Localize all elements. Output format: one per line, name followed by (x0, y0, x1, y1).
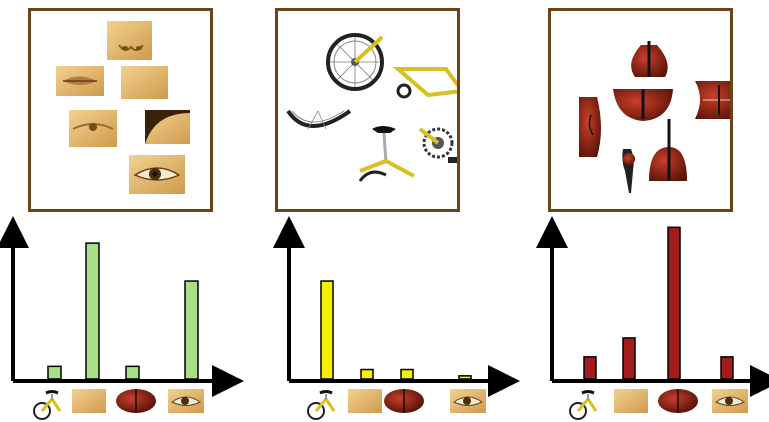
hair-edge-patch (145, 110, 190, 144)
waist-patch (622, 149, 635, 193)
cheek-eye-patch (69, 110, 117, 147)
eye-icon (450, 389, 486, 413)
eye-icon (712, 389, 748, 413)
nose-patch (107, 21, 152, 60)
bicycle-icon (33, 390, 62, 420)
eye-icon (168, 389, 204, 413)
saddle-seatpost-patch (358, 126, 415, 182)
face-patches-panel (28, 8, 213, 212)
bar-face (360, 368, 374, 380)
chainring-pedal-patch (418, 121, 457, 166)
violin-icon (384, 389, 424, 413)
bicycle-patches-panel (275, 8, 460, 212)
bicycle-icon (307, 390, 336, 420)
frame-top-patch (392, 61, 457, 101)
bar-bicycle (320, 280, 334, 380)
lips-patch (56, 66, 104, 96)
bar-violin (667, 226, 681, 380)
rear-wheel-patch (326, 33, 384, 91)
bar-bicycle (47, 365, 62, 380)
eye-patch (129, 155, 185, 194)
bicycle-icon (569, 390, 598, 420)
face-icon (614, 389, 648, 413)
bar-violin (400, 368, 414, 380)
violin-patches-panel (548, 8, 733, 212)
histogram-violin (536, 216, 769, 420)
wheel-arc-patch (286, 109, 352, 130)
face-icon (348, 389, 382, 413)
bar-face (85, 242, 100, 380)
bar-eye (720, 356, 734, 380)
bar-face (622, 337, 636, 380)
face-patches-art (56, 21, 190, 194)
side-body-patch (579, 97, 601, 157)
skin-patch (121, 66, 168, 99)
bar-bicycle (583, 356, 597, 380)
violin-icon (658, 389, 698, 413)
neck-fingerboard-patch (649, 119, 687, 181)
bar-eye (184, 280, 199, 380)
body-bottom-patch (695, 81, 730, 119)
bar-violin (125, 365, 140, 380)
face-icon (72, 389, 106, 413)
violin-icon (116, 389, 156, 413)
histogram-face (0, 216, 244, 420)
violin-patches-art (579, 41, 730, 193)
scroll-neck-patch (631, 41, 668, 77)
histogram-bicycle (273, 216, 520, 420)
upper-body-patch (613, 89, 673, 121)
bicycle-patches-art (286, 33, 457, 182)
bar-eye (458, 375, 472, 380)
